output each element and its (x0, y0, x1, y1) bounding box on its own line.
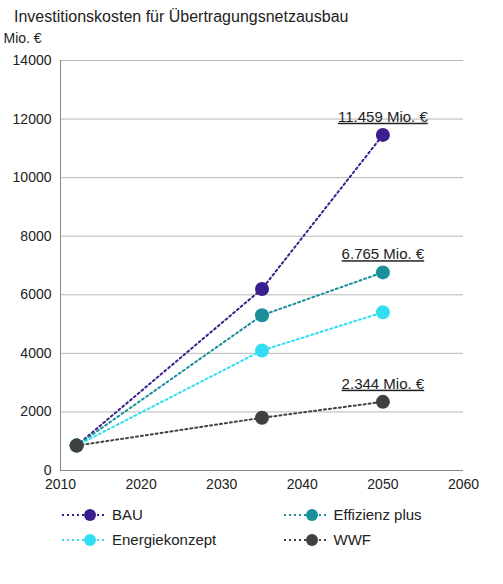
html-text:WWF: WWF (333, 531, 371, 548)
html-text:BAU: BAU (112, 506, 143, 523)
svg-text:2060: 2060 (448, 476, 479, 492)
svg-text:6000: 6000 (20, 286, 51, 302)
svg-text:4000: 4000 (20, 345, 51, 361)
svg-text:2010: 2010 (45, 476, 76, 492)
svg-text:2030: 2030 (206, 476, 237, 492)
svg-text:12000: 12000 (13, 111, 52, 127)
html-text:Energiekonzept: Energiekonzept (112, 531, 217, 548)
html-text:Investitionskosten für Übertra: Investitionskosten für Übertragungsnetza… (14, 8, 349, 25)
svg-text:Mio. €: Mio. € (4, 30, 42, 46)
svg-text:2000: 2000 (20, 403, 51, 419)
svg-text:11.459 Mio. €: 11.459 Mio. € (338, 108, 428, 125)
svg-text:2050: 2050 (367, 476, 398, 492)
svg-text:10000: 10000 (13, 169, 52, 185)
svg-text:2020: 2020 (126, 476, 157, 492)
svg-text:2040: 2040 (287, 476, 318, 492)
svg-text:6.765 Mio. €: 6.765 Mio. € (342, 245, 425, 262)
svg-text:0: 0 (43, 462, 52, 478)
svg-text:8000: 8000 (20, 228, 51, 244)
svg-text:2.344 Mio. €: 2.344 Mio. € (342, 375, 425, 392)
svg-text:14000: 14000 (13, 52, 52, 68)
html-text:Effizienz plus: Effizienz plus (333, 506, 422, 523)
